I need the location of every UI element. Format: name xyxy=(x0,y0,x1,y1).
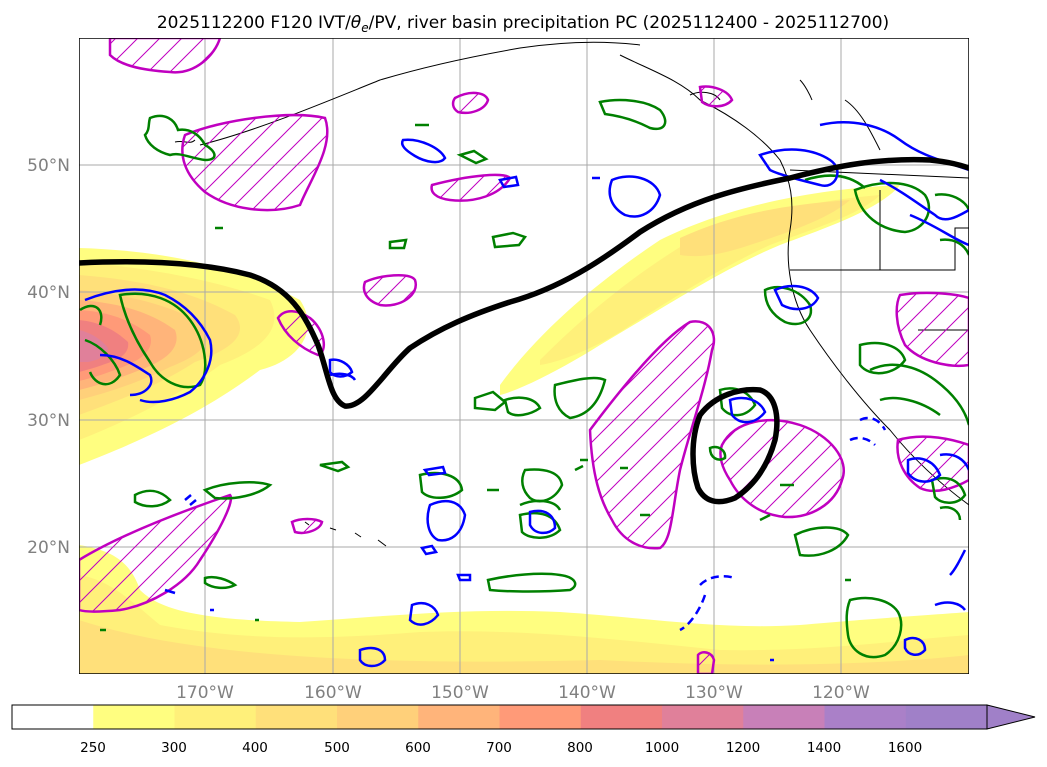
pv-contour xyxy=(79,156,969,505)
lon-label-170w: 170°W xyxy=(176,683,234,703)
colorbar-segment-3 xyxy=(255,705,338,729)
cb-tick-700: 700 xyxy=(486,740,512,756)
figure-title: 2025112200 F120 IVT/θe/PV, river basin p… xyxy=(157,13,889,35)
colorbar-segment-8 xyxy=(662,705,744,729)
magenta-hatched-contours xyxy=(79,38,969,674)
longitude-labels: 170°W 160°W 150°W 140°W 130°W 120°W xyxy=(176,683,870,703)
colorbar-segment-11 xyxy=(905,705,988,729)
green-contours xyxy=(79,98,969,659)
ivt-shading-south xyxy=(79,545,969,674)
cb-tick-1600: 1600 xyxy=(888,740,922,756)
colorbar-frame xyxy=(11,704,988,730)
colorbar-tick-labels: 250 300 400 500 600 700 800 1000 1200 14… xyxy=(80,740,922,756)
colorbar-segment-7 xyxy=(580,705,663,729)
colorbar-segments xyxy=(12,705,988,729)
cb-tick-300: 300 xyxy=(161,740,187,756)
lon-label-120w: 120°W xyxy=(812,683,870,703)
lon-label-140w: 140°W xyxy=(558,683,616,703)
colorbar-segment-0 xyxy=(12,705,94,729)
lat-label-50: 50°N xyxy=(27,156,70,176)
colorbar-segment-2 xyxy=(174,705,257,729)
map-panel xyxy=(79,38,969,674)
cb-tick-600: 600 xyxy=(405,740,431,756)
cb-tick-1400: 1400 xyxy=(807,740,841,756)
cb-tick-800: 800 xyxy=(567,740,593,756)
small-contour-fragments xyxy=(100,123,851,662)
colorbar-segment-6 xyxy=(499,705,582,729)
colorbar-extend-arrow xyxy=(986,704,1036,730)
colorbar-segment-5 xyxy=(418,705,500,729)
lat-label-20: 20°N xyxy=(27,538,70,558)
colorbar: 250 300 400 500 600 700 800 1000 1200 14… xyxy=(11,704,1036,756)
lon-label-130w: 130°W xyxy=(685,683,743,703)
lat-label-30: 30°N xyxy=(27,411,70,431)
ivt-shading-west xyxy=(79,248,308,465)
cb-tick-250: 250 xyxy=(80,740,106,756)
ivt-shading-central xyxy=(500,185,900,395)
latitude-labels: 20°N 30°N 40°N 50°N xyxy=(27,156,70,558)
lon-label-160w: 160°W xyxy=(304,683,362,703)
cb-tick-1200: 1200 xyxy=(726,740,760,756)
colorbar-segment-4 xyxy=(337,705,419,729)
lat-label-40: 40°N xyxy=(27,283,70,303)
lon-label-150w: 150°W xyxy=(431,683,489,703)
cb-tick-1000: 1000 xyxy=(645,740,679,756)
colorbar-segment-1 xyxy=(93,705,175,729)
cb-tick-400: 400 xyxy=(242,740,268,756)
colorbar-segment-10 xyxy=(824,705,907,729)
colorbar-segment-9 xyxy=(743,705,825,729)
cb-tick-500: 500 xyxy=(324,740,350,756)
